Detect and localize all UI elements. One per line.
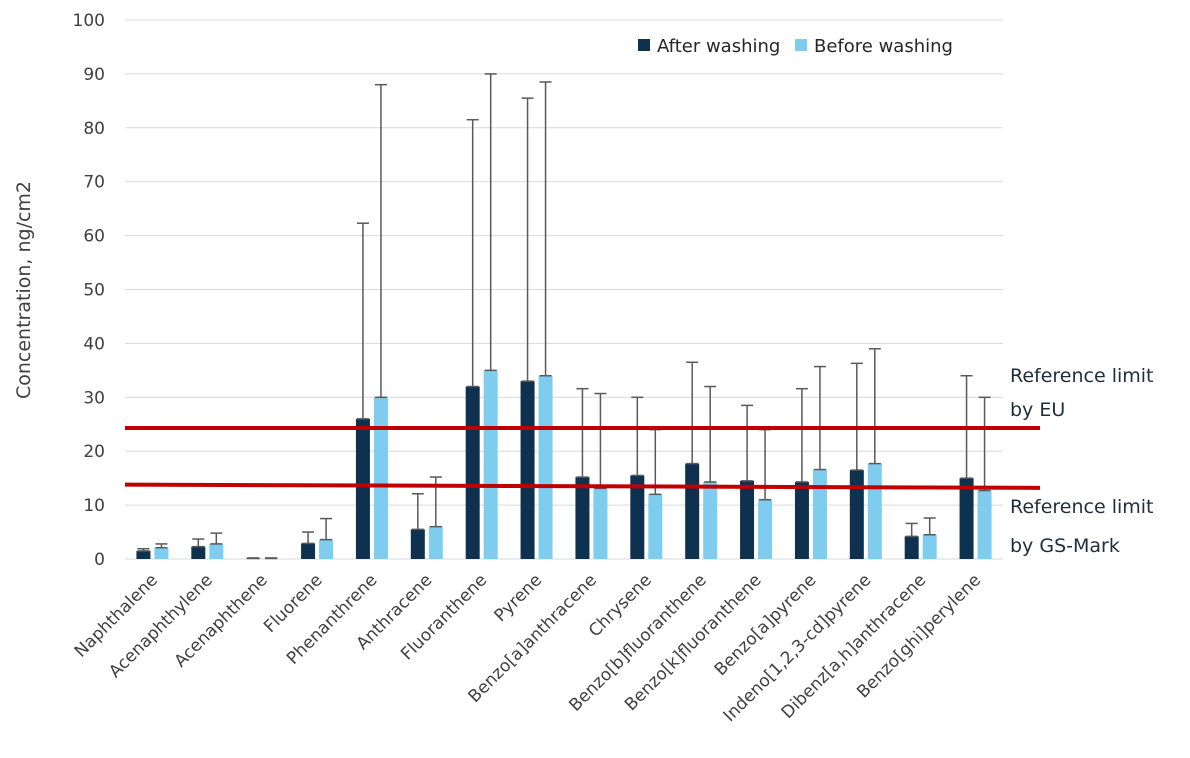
- x-category-label: Benzo[a]pyrene: [711, 570, 821, 680]
- bar-after-washing: [410, 529, 425, 559]
- bar-after-washing: [575, 477, 590, 559]
- legend-label: Before washing: [814, 36, 953, 57]
- bar-before-washing: [319, 539, 334, 559]
- bars: [136, 370, 992, 559]
- bar-before-washing: [428, 526, 443, 559]
- bar-before-washing: [593, 488, 608, 559]
- bar-after-washing: [136, 550, 151, 559]
- x-category-label: Acenaphthylene: [105, 570, 217, 682]
- y-tick-label: 10: [83, 496, 105, 516]
- y-axis-title: Concentration, ng/cm2: [13, 181, 35, 399]
- bar-before-washing: [209, 543, 224, 559]
- bar-after-washing: [959, 478, 974, 559]
- y-tick-label: 70: [83, 173, 105, 193]
- y-tick-label: 90: [83, 65, 105, 85]
- y-tick-label: 100: [73, 11, 105, 31]
- bar-before-washing: [373, 397, 388, 559]
- bar-before-washing: [922, 534, 937, 559]
- bar-before-washing: [812, 469, 827, 559]
- legend-swatch: [638, 39, 650, 51]
- reference-label: Reference limit: [1010, 365, 1154, 387]
- legend-label: After washing: [657, 36, 780, 57]
- bar-before-washing: [703, 481, 718, 559]
- bar-before-washing: [977, 490, 992, 559]
- bar-before-washing: [867, 463, 882, 559]
- y-tick-label: 40: [83, 334, 105, 354]
- bar-after-washing: [740, 480, 755, 559]
- bar-after-washing: [191, 546, 206, 559]
- bar-after-washing: [355, 418, 370, 559]
- x-category-label: Acenaphthene: [171, 570, 272, 671]
- x-category-label: Pyrene: [491, 570, 547, 626]
- gridlines: [125, 19, 1003, 560]
- reference-label: by GS-Mark: [1010, 535, 1120, 557]
- y-tick-label: 60: [83, 227, 105, 247]
- bar-after-washing: [794, 481, 809, 559]
- reference-label: by EU: [1010, 399, 1065, 421]
- bar-before-washing: [648, 494, 663, 559]
- legend-swatch: [795, 39, 807, 51]
- bar-after-washing: [630, 475, 645, 559]
- reference-line: [124, 482, 1041, 490]
- error-bars: [137, 73, 991, 560]
- x-axis-categories: NaphthaleneAcenaphthyleneAcenaphtheneFlu…: [71, 570, 985, 726]
- bar-before-washing: [758, 499, 773, 559]
- bar-before-washing: [538, 375, 553, 559]
- bar-before-washing: [483, 370, 498, 559]
- bar-after-washing: [685, 463, 700, 559]
- y-tick-label: 0: [94, 550, 105, 570]
- reference-lines: Reference limit by EU Reference limit by GS…: [124, 365, 1154, 557]
- legend: After washing Before washing: [638, 36, 953, 57]
- bar-after-washing: [849, 470, 864, 559]
- bar-after-washing: [520, 381, 535, 559]
- y-tick-label: 80: [83, 119, 105, 139]
- bar-after-washing: [904, 536, 919, 559]
- bar-after-washing: [465, 386, 480, 559]
- y-tick-label: 30: [83, 388, 105, 408]
- reference-label: Reference limit: [1010, 496, 1154, 518]
- bar-before-washing: [154, 547, 169, 559]
- y-tick-label: 50: [83, 281, 105, 301]
- y-axis-ticks: 0 10 20 30 40 50 60 70 80 90 100: [73, 11, 105, 570]
- bar-after-washing: [301, 543, 316, 559]
- y-tick-label: 20: [83, 442, 105, 462]
